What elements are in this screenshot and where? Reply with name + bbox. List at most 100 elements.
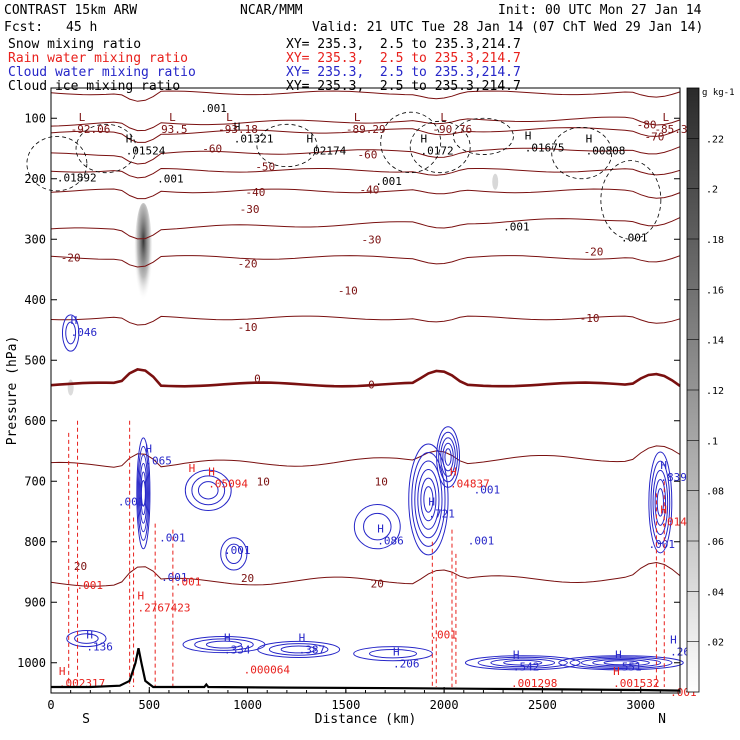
cloud-water-marker: H: [660, 459, 667, 472]
legend-rain-name: Rain water mixing ratio: [8, 51, 189, 66]
rain-label: .001: [77, 579, 104, 592]
rain-label: .000064: [244, 664, 291, 677]
rain-marker: H: [450, 465, 457, 478]
rain-marker: H: [137, 589, 144, 602]
cloud-water-contour: [353, 503, 401, 550]
cloud-ice-marker: H: [307, 133, 314, 146]
cloud-water-contour: [408, 443, 449, 556]
cloud-water-contour: [138, 454, 149, 533]
cloud-water-label: .001: [118, 495, 145, 508]
snow-shading: [134, 202, 153, 312]
temperature-contour: [50, 255, 681, 268]
cloud-water-label: .001: [159, 532, 186, 545]
temperature-contour: [50, 146, 681, 165]
y-tick-label: 500: [24, 353, 46, 367]
y-tick-label: 700: [24, 474, 46, 488]
cloud-water-marker: H: [513, 649, 520, 662]
temperature-low-marker: L: [169, 111, 176, 124]
temperature-low-marker: L: [354, 111, 361, 124]
temperature-contour: [50, 217, 681, 240]
cloud-ice-contour: [600, 160, 662, 240]
cloud-water-contour: [197, 481, 219, 500]
legend-snow-name: Snow mixing ratio: [8, 37, 142, 52]
colorbar-tick-label: .1: [706, 436, 718, 447]
cloud-water-contour: [603, 660, 639, 666]
x-tick-label: 1500: [331, 698, 360, 712]
rain-label: .001298: [511, 677, 557, 690]
cloud-water-contour: [140, 471, 147, 516]
cloud-water-contour: [136, 437, 151, 550]
temperature-contour: [50, 561, 681, 587]
cloud-ice-contour: [453, 117, 514, 155]
x-tick-label: 1000: [233, 698, 262, 712]
colorbar-tick-label: .22: [706, 134, 724, 145]
cloud-ice-contour: [256, 123, 318, 168]
temperature-label: 20: [371, 577, 384, 590]
cloud-water-contour: [440, 437, 456, 477]
rain-marker: H: [660, 503, 667, 516]
temperature-low-label: 93.5: [161, 123, 188, 136]
cloud-ice-marker: H: [525, 129, 532, 142]
rain-label: .04837: [450, 477, 490, 490]
cloud-ice-contour: [551, 126, 613, 180]
cloud-ice-label: .001: [621, 232, 648, 245]
temperature-contour: [50, 167, 681, 179]
temperature-label: -70: [645, 130, 665, 143]
cloud-water-contour: [353, 646, 433, 662]
temperature-label: -30: [240, 203, 260, 216]
cloud-water-marker: H: [377, 523, 384, 536]
terrain-line: [51, 647, 681, 692]
colorbar-tick-label: .18: [706, 235, 724, 246]
temperature-low-label: -89.29: [346, 123, 386, 136]
cloud-water-contour: [503, 659, 543, 666]
temperature-contour: [50, 127, 681, 143]
cloud-water-contour: [580, 657, 662, 668]
snow-shading-small: [492, 173, 499, 190]
cloud-water-contour: [656, 488, 664, 517]
cloud-water-label: .551: [615, 661, 642, 674]
temperature-low-marker: L: [226, 111, 233, 124]
cloud-ice-marker: H: [126, 133, 133, 146]
cloud-water-contour: [268, 643, 329, 656]
cloud-water-label: .065: [145, 454, 172, 467]
x-tick-label: 0: [47, 698, 54, 712]
y-tick-label: 800: [24, 535, 46, 549]
cloud-water-contour: [592, 659, 650, 667]
temperature-label: -40: [245, 186, 265, 199]
cloud-water-contour: [423, 486, 434, 513]
cloud-water-contour: [436, 426, 461, 488]
cloud-water-contour: [438, 431, 458, 483]
cloud-water-contour: [140, 480, 146, 507]
y-tick-label: 200: [24, 172, 46, 186]
temperature-label: 10: [375, 475, 388, 488]
cloud-ice-marker: H: [421, 133, 428, 146]
cloud-water-contour: [61, 314, 80, 352]
cloud-water-contour: [257, 640, 341, 659]
temperature-label: 10: [257, 475, 270, 488]
cloud-water-contour: [442, 442, 454, 472]
cloud-ice-contour: [409, 120, 471, 174]
temperature-label: 0: [368, 378, 375, 391]
cloud-water-label: .334: [224, 644, 251, 657]
legend-cloud-water-xy: XY= 235.3, 2.5 to 235.3,214.7: [286, 65, 521, 80]
cloud-water-label: .046: [71, 326, 98, 339]
temperature-label: -10: [238, 321, 258, 334]
rain-marker: H: [613, 665, 620, 678]
cloud-water-contour: [280, 645, 317, 654]
temperature-label: -10: [580, 312, 600, 325]
cloud-water-marker: H: [615, 649, 622, 662]
valid-time: Valid: 21 UTC Tue 28 Jan 14 (07 ChT Wed …: [312, 20, 704, 35]
cloud-water-contour: [220, 537, 248, 571]
cloud-ice-label: .0172: [421, 145, 454, 158]
y-tick-label: 300: [24, 232, 46, 246]
cloud-ice-marker: H: [586, 133, 593, 146]
x-tick-label: 3000: [626, 698, 655, 712]
y-tick-label: 600: [24, 414, 46, 428]
temperature-label: -20: [61, 251, 81, 264]
cloud-water-label: .001: [224, 544, 251, 557]
cloud-water-label: .721: [428, 508, 455, 521]
cloud-ice-contour: [26, 135, 88, 192]
cloud-water-contour: [464, 655, 581, 671]
cloud-water-contour: [368, 648, 418, 659]
rain-label: .001532: [613, 677, 659, 690]
